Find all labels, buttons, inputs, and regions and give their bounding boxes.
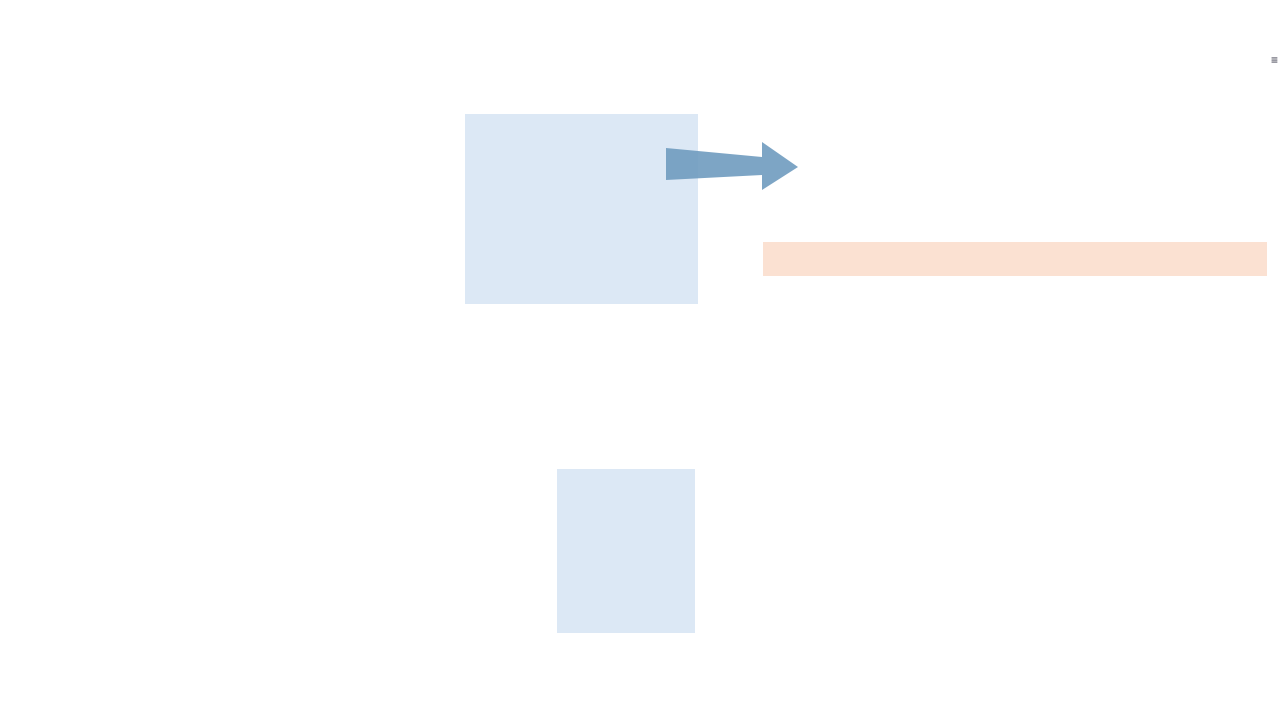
chart-top-callout (465, 114, 698, 304)
callout-line (566, 477, 686, 502)
abyssal-heat-highlight (763, 242, 1267, 276)
chart-bottom-callout (557, 469, 695, 633)
callout-line (566, 502, 686, 527)
sst-chart (733, 45, 1280, 370)
callout-arrow (666, 142, 798, 190)
world-map (731, 382, 1280, 720)
float-map (731, 382, 1280, 720)
sst-panel: ≡ (733, 45, 1280, 370)
hamburger-menu-icon[interactable]: ≡ (1270, 53, 1278, 67)
argo-panel-2023 (0, 0, 183, 350)
argo-panel-2022 (0, 380, 183, 720)
